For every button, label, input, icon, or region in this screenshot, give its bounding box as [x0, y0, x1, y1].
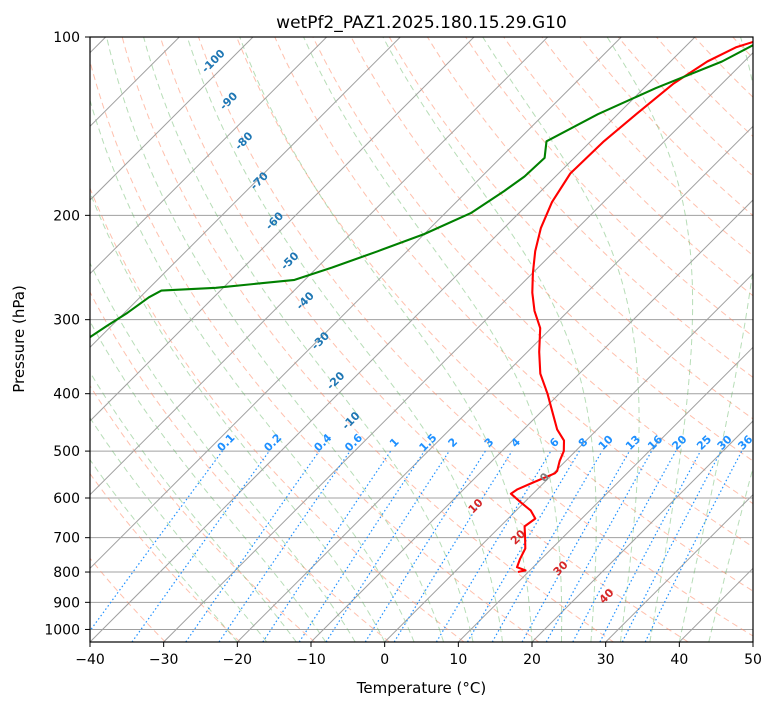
dry-adiabat-400 [503, 37, 753, 297]
x-tick-label: 20 [523, 652, 541, 668]
temperature-profile [509, 40, 753, 574]
mixing-ratio-line-8 [466, 450, 580, 642]
dry-adiabat-470 [771, 37, 775, 642]
moist-adiabats [90, 37, 753, 642]
moist-adiabat-20 [239, 37, 533, 642]
y-tick-label: 300 [53, 313, 80, 329]
isotherm-0 [384, 272, 753, 642]
y-tick-label: 200 [53, 208, 80, 224]
dry-adiabat-290 [90, 59, 540, 642]
mixing-ratio-line-0.6 [218, 450, 351, 642]
y-tick-label: 500 [53, 444, 80, 460]
isotherm--60 [90, 37, 549, 496]
isotherm--80 [90, 37, 401, 349]
y-tick-label: 700 [53, 531, 80, 547]
dry-adiabat-300 [121, 37, 614, 642]
mixing-ratio-line-3 [364, 450, 486, 642]
isotherm-10 [457, 346, 753, 642]
isotherm-20 [531, 420, 753, 642]
dry-adiabat-370 [388, 37, 753, 420]
axis-ticks: −40 −30 −20 −10 0 10 20 30 40 50 100 200 300 400 500 60… [44, 30, 762, 668]
moist-adiabat-16 [186, 37, 503, 642]
moist-adiabat-8 [106, 37, 445, 642]
mixing-ratio-line-0.1 [90, 450, 223, 632]
isotherm--70 [90, 37, 475, 422]
isotherm--30 [163, 51, 753, 642]
dewpoint-profile [90, 44, 753, 339]
x-tick-label: 10 [449, 652, 467, 668]
x-tick-label: −30 [149, 652, 179, 668]
y-axis-label: Pressure (hPa) [10, 285, 28, 393]
moist-adiabat-40 [678, 37, 753, 642]
x-tick-label: −20 [223, 652, 253, 668]
y-tick-label: 600 [53, 491, 80, 507]
mixing-ratio-line-2 [325, 450, 450, 642]
moist-adiabat--4 [90, 261, 356, 642]
dry-adiabat-330 [236, 37, 753, 592]
moist-adiabat-0 [90, 191, 386, 642]
mixing-ratio-line-10 [491, 450, 603, 642]
moist-adiabat--20 [90, 458, 238, 642]
mixing-ratio-line-16 [545, 450, 653, 642]
moist-adiabat-4 [90, 98, 415, 642]
y-tick-label: 800 [53, 565, 80, 581]
chart-title: wetPf2_PAZ1.2025.180.15.29.G10 [276, 13, 567, 33]
mixing-ratio-line-0.4 [185, 450, 320, 642]
dry-adiabats [90, 37, 775, 642]
dry-adiabat-320 [198, 37, 753, 637]
x-tick-label: 50 [744, 652, 762, 668]
isotherm--50 [90, 37, 622, 570]
isotherm-30 [605, 493, 753, 642]
moist-adiabat-32 [482, 37, 640, 642]
sounding-profiles [90, 40, 753, 574]
dry-adiabat-280 [90, 186, 465, 642]
isotherm--90 [90, 37, 328, 275]
x-tick-label: 30 [597, 652, 615, 668]
dry-adiabat-380 [426, 37, 753, 378]
y-tick-label: 1000 [44, 622, 80, 638]
isotherm-50 [752, 641, 753, 642]
dry-adiabat-310 [159, 37, 689, 642]
isotherm--40 [90, 37, 696, 642]
y-tick-label: 900 [53, 595, 80, 611]
dry-adiabat-260 [90, 384, 316, 642]
mixing-ratio-line-13 [521, 450, 631, 642]
isotherm--10 [310, 199, 753, 642]
moist-adiabat--16 [90, 416, 268, 642]
dry-adiabat-270 [90, 291, 390, 642]
isotherm--100 [90, 37, 254, 201]
moist-adiabat-24 [303, 37, 563, 642]
x-tick-label: −40 [75, 652, 105, 668]
mixing-ratio-line-0.2 [131, 450, 270, 642]
x-tick-label: 40 [670, 652, 688, 668]
mixing-ratio-line-4 [393, 450, 513, 642]
moist-adiabat-28 [382, 37, 597, 642]
y-tick-label: 100 [53, 30, 80, 46]
dry-adiabat-430 [617, 37, 753, 177]
plot-area: 0.1 0.2 0.4 0.6 1 1.5 2 3 4 6 8 10 13 16 20 25 30 3610203… [90, 37, 775, 642]
moist-adiabat-36 [606, 37, 694, 642]
moist-adiabat--8 [90, 320, 327, 642]
moist-adiabat-12 [143, 37, 474, 642]
moist-adiabat-44 [708, 466, 753, 642]
x-axis-label: Temperature (°C) [356, 679, 486, 697]
pressure-gridlines [90, 37, 753, 630]
dry-adiabat-340 [274, 37, 753, 548]
dry-adiabat-350 [312, 37, 753, 505]
plot-frame [89, 36, 754, 643]
y-tick-label: 400 [53, 387, 80, 403]
x-tick-label: 0 [380, 652, 389, 668]
x-tick-label: −10 [296, 652, 326, 668]
moist-adiabat--12 [90, 371, 297, 642]
mixing-ratio-line-20 [572, 450, 677, 642]
